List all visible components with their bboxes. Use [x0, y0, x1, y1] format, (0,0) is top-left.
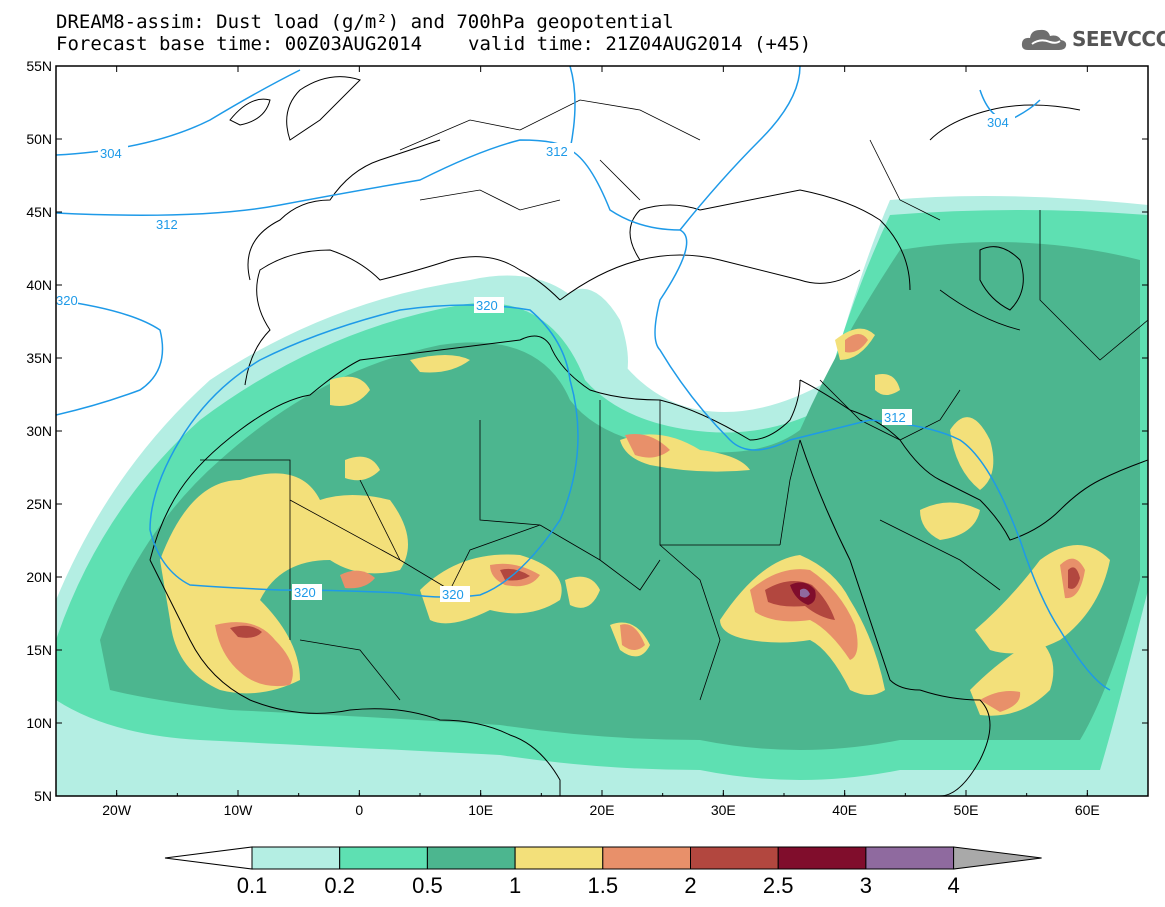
contour-label-312-west: 312 — [154, 216, 184, 232]
lat-label-20N: 20N — [26, 569, 52, 585]
lat-label-50N: 50N — [26, 131, 52, 147]
dust-band-2 — [230, 567, 1080, 638]
dust-fields: 304 304 312 312 312 320 320 320 320 — [56, 66, 1148, 796]
contour-labels: 304 304 312 312 312 320 320 320 320 — [56, 114, 1015, 602]
legend-label-2.5: 2.5 — [763, 873, 794, 898]
lat-label-40N: 40N — [26, 277, 52, 293]
lon-label-20W: 20W — [102, 802, 132, 818]
legend-swatch-2.5 — [777, 846, 867, 870]
svg-text:304: 304 — [987, 115, 1009, 130]
lon-label-30E: 30E — [711, 802, 736, 818]
svg-text:320: 320 — [56, 293, 78, 308]
legend-label-4: 4 — [947, 873, 959, 898]
lat-label-55N: 55N — [26, 58, 52, 74]
lon-label-60E: 60E — [1075, 802, 1100, 818]
svg-text:312: 312 — [884, 410, 906, 425]
lat-label-10N: 10N — [26, 715, 52, 731]
legend-label-2: 2 — [684, 873, 696, 898]
contour-label-312-east: 312 — [882, 409, 912, 425]
contour-label-320-sahel-2: 320 — [440, 586, 470, 602]
svg-text:312: 312 — [156, 217, 178, 232]
logo-text: SEEVCCC — [1072, 27, 1165, 51]
seevccc-logo: SEEVCCC — [1020, 24, 1165, 54]
dust-band-3 — [800, 588, 810, 598]
legend-label-1.5: 1.5 — [588, 873, 619, 898]
legend-swatch-0.1 — [251, 846, 341, 870]
lat-label-45N: 45N — [26, 204, 52, 220]
dust-patch-aegean — [560, 288, 628, 400]
latitude-labels: 55N 50N 45N 40N 35N 30N 25N 20N 15N 10N 5N — [26, 58, 52, 804]
svg-text:320: 320 — [294, 585, 316, 600]
dust-band-0.5 — [100, 242, 1140, 750]
legend-label-0.2: 0.2 — [324, 873, 355, 898]
lat-label-5N: 5N — [34, 788, 52, 804]
lon-label-10W: 10W — [224, 802, 254, 818]
legend-label-0.5: 0.5 — [412, 873, 443, 898]
valid-time: valid time: 21Z04AUG2014 (+45) — [468, 33, 812, 55]
contour-label-304-east: 304 — [985, 114, 1015, 130]
lat-label-30N: 30N — [26, 423, 52, 439]
legend-swatch-3 — [865, 846, 955, 870]
color-legend — [164, 846, 1042, 870]
contour-label-320-west: 320 — [56, 292, 78, 308]
svg-text:304: 304 — [100, 146, 122, 161]
legend-label-3: 3 — [860, 873, 872, 898]
map-subtitle: Forecast base time: 00Z03AUG2014 valid ti… — [56, 34, 811, 54]
cloud-logo-icon — [1021, 29, 1067, 50]
legend-labels: 0.1 0.2 0.5 1 1.5 2 2.5 3 4 — [237, 873, 960, 898]
lon-label-0: 0 — [355, 802, 363, 818]
legend-arrow-high — [953, 846, 1042, 870]
lon-label-10E: 10E — [468, 802, 493, 818]
lat-label-25N: 25N — [26, 496, 52, 512]
lat-label-15N: 15N — [26, 642, 52, 658]
legend-swatch-0.2 — [339, 846, 428, 870]
legend-swatch-1 — [514, 846, 604, 870]
svg-text:320: 320 — [476, 298, 498, 313]
legend-label-1: 1 — [509, 873, 521, 898]
legend-arrow-low — [164, 846, 253, 870]
lat-label-35N: 35N — [26, 350, 52, 366]
svg-text:312: 312 — [546, 144, 568, 159]
svg-text:320: 320 — [442, 587, 464, 602]
axis-ticks — [55, 65, 1149, 797]
contour-label-312-central: 312 — [544, 143, 574, 159]
lon-label-50E: 50E — [954, 802, 979, 818]
coastlines — [149, 76, 1148, 796]
forecast-base-time: Forecast base time: 00Z03AUG2014 — [56, 33, 423, 55]
longitude-labels: 20W 10W 0 10E 20E 30E 40E 50E 60E — [102, 802, 1100, 818]
contour-label-320-sahel-1: 320 — [292, 584, 322, 600]
lon-label-20E: 20E — [590, 802, 615, 818]
legend-label-0.1: 0.1 — [237, 873, 268, 898]
country-borders — [200, 99, 1148, 701]
legend-swatch-0.5 — [426, 846, 516, 870]
contour-label-320-north: 320 — [474, 297, 504, 313]
lon-label-40E: 40E — [832, 802, 857, 818]
legend-swatch-2 — [690, 846, 779, 870]
map-title: DREAM8-assim: Dust load (g/m²) and 700hP… — [56, 11, 674, 33]
contour-label-304-west: 304 — [98, 145, 128, 161]
legend-swatch-1.5 — [602, 846, 691, 870]
